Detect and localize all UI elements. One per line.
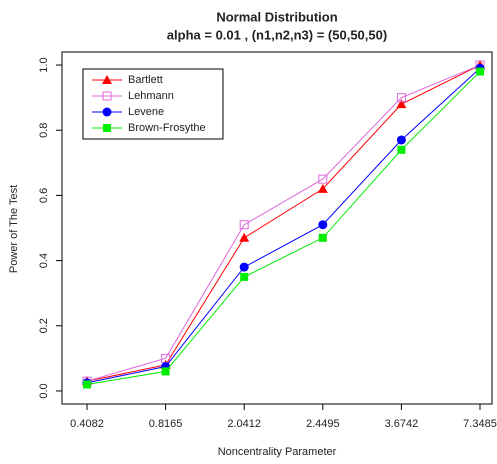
x-tick-label: 0.8165 xyxy=(149,418,183,430)
marker xyxy=(397,145,406,154)
marker xyxy=(318,220,328,230)
legend-label: Brown-Frosythe xyxy=(128,122,206,134)
y-tick-label: 0.4 xyxy=(38,253,50,268)
y-tick-label: 0.2 xyxy=(38,318,50,333)
x-tick-label: 0.4082 xyxy=(70,418,104,430)
y-tick-label: 1.0 xyxy=(38,57,50,72)
series-line xyxy=(86,71,481,385)
x-tick-label: 7.3485 xyxy=(463,418,497,430)
marker xyxy=(239,220,249,230)
marker xyxy=(239,262,249,272)
marker xyxy=(317,183,328,193)
marker xyxy=(102,107,112,117)
marker xyxy=(318,233,327,242)
x-tick-label: 2.0412 xyxy=(227,418,261,430)
marker xyxy=(239,232,250,242)
legend-label: Lehmann xyxy=(128,90,174,102)
series-line xyxy=(86,67,481,384)
series-line xyxy=(86,64,481,382)
marker xyxy=(396,99,407,109)
marker xyxy=(103,124,111,132)
marker xyxy=(102,91,112,101)
y-axis-label: Power of The Test xyxy=(8,185,20,273)
legend-label: Bartlett xyxy=(128,74,163,86)
plot-frame xyxy=(61,51,493,405)
marker xyxy=(318,174,328,184)
series-line xyxy=(86,64,481,382)
marker xyxy=(102,75,112,84)
x-tick-label: 2.4495 xyxy=(306,418,340,430)
y-tick-label: 0.0 xyxy=(38,383,50,398)
x-tick-label: 3.6742 xyxy=(385,418,419,430)
marker xyxy=(396,135,406,145)
legend-label: Levene xyxy=(128,106,164,118)
marker xyxy=(161,367,170,376)
y-tick-label: 0.6 xyxy=(38,188,50,203)
chart-subtitle: alpha = 0.01 , (n1,n2,n3) = (50,50,50) xyxy=(167,27,387,42)
marker xyxy=(240,272,249,281)
y-tick-label: 0.8 xyxy=(38,123,50,138)
chart-title: Normal Distribution xyxy=(216,9,337,24)
x-axis-label: Noncentrality Parameter xyxy=(218,446,337,458)
marker xyxy=(476,67,484,76)
marker xyxy=(83,380,91,389)
marker xyxy=(396,93,406,103)
